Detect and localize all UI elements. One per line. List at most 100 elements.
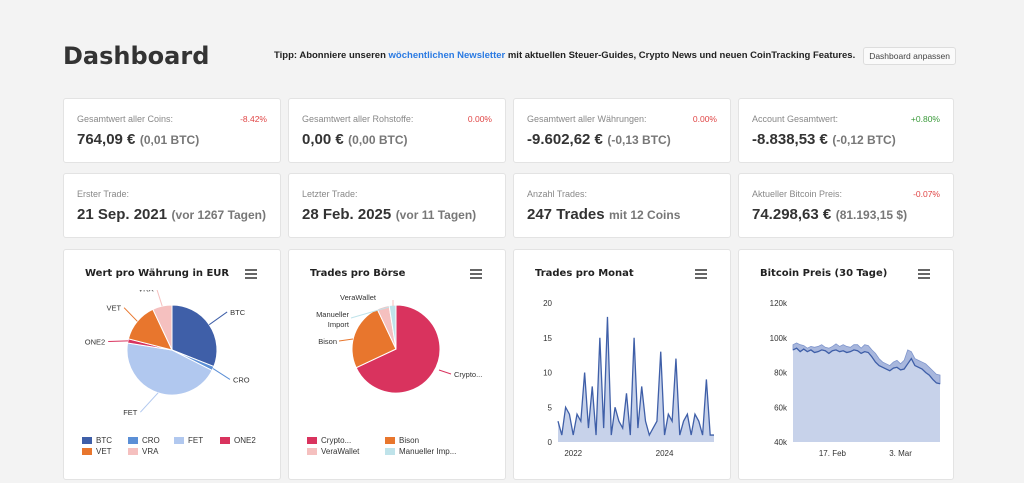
legend-item[interactable]: Crypto...: [307, 436, 385, 445]
chart-legend: Crypto... Bison VeraWallet Manueller Imp...: [307, 436, 463, 456]
y-tick-label: 15: [543, 334, 552, 343]
tip-suffix: mit aktuellen Steuer-Guides, Crypto News…: [507, 50, 856, 61]
stat-delta: -8.42%: [240, 114, 267, 124]
slice-label: ONE2: [85, 337, 105, 346]
area-fill: [558, 316, 714, 442]
legend-swatch: [307, 448, 317, 455]
chart-title: Wert pro Währung in EUR: [85, 268, 230, 279]
legend-swatch: [385, 437, 395, 444]
legend-swatch: [220, 437, 230, 444]
legend-swatch: [82, 448, 92, 455]
legend-item[interactable]: ONE2: [220, 436, 266, 445]
y-tick-label: 80k: [774, 369, 788, 378]
slice-label: Bison: [318, 337, 337, 346]
x-tick-label: 3. Mar: [889, 449, 912, 458]
label-connector: [212, 368, 231, 380]
chart-card-trades-pro-monat: Trades pro Monat 0 5 10 15 20 2022 2024: [513, 249, 731, 480]
legend-item[interactable]: CRO: [128, 436, 174, 445]
stat-card: Gesamtwert aller Rohstoffe: 0.00% 0,00 € (…: [288, 98, 506, 163]
x-tick-label: 17. Feb: [819, 449, 847, 458]
hamburger-menu-icon[interactable]: [695, 269, 707, 279]
legend-swatch: [307, 437, 317, 444]
legend-swatch: [128, 437, 138, 444]
y-tick-label: 10: [543, 369, 552, 378]
y-tick-label: 0: [548, 438, 553, 447]
pie-slice-crypto-com[interactable]: [355, 304, 441, 394]
stat-sub-value: (vor 1267 Tagen): [171, 208, 267, 222]
stat-card: Letzter Trade: 28 Feb. 2025 (vor 11 Tagen…: [288, 173, 506, 238]
stat-main-value: -9.602,62 €: [527, 131, 603, 148]
stat-value: 74.298,63 € (81.193,15 $): [752, 206, 907, 224]
legend-label: ONE2: [234, 436, 256, 445]
slice-label: Manueller: [316, 310, 349, 319]
y-tick-label: 120k: [770, 299, 788, 308]
stat-main-value: -8.838,53 €: [752, 131, 828, 148]
pie-slice-fet[interactable]: [126, 342, 213, 396]
stat-main-value: 247 Trades: [527, 206, 605, 223]
stat-value: -8.838,53 € (-0,12 BTC): [752, 131, 896, 149]
y-tick-label: 60k: [774, 403, 788, 412]
stat-value: 247 Trades mit 12 Coins: [527, 206, 680, 224]
stat-value: 764,09 € (0,01 BTC): [77, 131, 199, 149]
newsletter-tip: Tipp: Abonniere unseren wöchentlichen Ne…: [274, 50, 855, 61]
label-connector: [438, 369, 452, 375]
hamburger-menu-icon[interactable]: [918, 269, 930, 279]
stat-label: Gesamtwert aller Rohstoffe:: [302, 114, 414, 124]
legend-swatch: [385, 448, 395, 455]
stat-card: Anzahl Trades: 247 Trades mit 12 Coins: [513, 173, 731, 238]
hamburger-menu-icon[interactable]: [470, 269, 482, 279]
stat-sub-value: (0,00 BTC): [348, 133, 408, 147]
stat-main-value: 0,00 €: [302, 131, 344, 148]
legend-label: Crypto...: [321, 436, 352, 445]
series-line: [792, 347, 941, 385]
legend-item[interactable]: VeraWallet: [307, 447, 385, 456]
stat-card: Account Gesamtwert: +0.80% -8.838,53 € (-0…: [738, 98, 954, 163]
chart-title: Trades pro Börse: [310, 268, 406, 279]
x-tick-label: 2022: [564, 449, 582, 458]
stat-label: Anzahl Trades:: [527, 189, 588, 199]
legend-item[interactable]: BTC: [82, 436, 128, 445]
stat-delta: -0.07%: [913, 189, 940, 199]
stat-card: Gesamtwert aller Coins: -8.42% 764,09 € (0…: [63, 98, 281, 163]
pie-chart-wert: BTC CRO FET ONE2 VET VRA: [85, 290, 250, 417]
legend-item[interactable]: VET: [82, 447, 128, 456]
y-tick-label: 20: [543, 299, 552, 308]
slice-label: FET: [123, 408, 138, 417]
legend-item[interactable]: FET: [174, 436, 220, 445]
stat-sub-value: mit 12 Coins: [609, 208, 681, 222]
stat-value: -9.602,62 € (-0,13 BTC): [527, 131, 671, 149]
chart-card-trades-pro-boerse: Trades pro Börse VeraWallet Manueller Impo…: [288, 249, 506, 480]
legend-label: CRO: [142, 436, 160, 445]
label-connector: [140, 392, 159, 413]
hamburger-menu-icon[interactable]: [245, 269, 257, 279]
stat-sub-value: (-0,13 BTC): [607, 133, 671, 147]
legend-item[interactable]: Bison: [385, 436, 463, 445]
newsletter-link[interactable]: wöchentlichen Newsletter: [388, 50, 506, 61]
tip-prefix: Tipp: Abonniere unseren: [274, 50, 386, 61]
legend-label: Bison: [399, 436, 420, 445]
legend-label: VET: [96, 447, 112, 456]
page-title: Dashboard: [63, 42, 210, 70]
y-tick-label: 40k: [774, 438, 788, 447]
label-connector: [338, 338, 354, 342]
dashboard-header: Dashboard Tipp: Abonniere unseren wöchen…: [63, 42, 958, 72]
stat-sub-value: (vor 11 Tagen): [395, 208, 477, 222]
legend-item[interactable]: Manueller Imp...: [385, 447, 463, 456]
legend-label: VeraWallet: [321, 447, 360, 456]
legend-swatch: [128, 448, 138, 455]
stat-main-value: 764,09 €: [77, 131, 136, 148]
stat-label: Letzter Trade:: [302, 189, 358, 199]
label-connector: [350, 306, 390, 319]
stat-sub-value: (81.193,15 $): [835, 208, 908, 222]
chart-title: Trades pro Monat: [535, 268, 634, 279]
customize-dashboard-button[interactable]: Dashboard anpassen: [863, 47, 956, 65]
legend-label: BTC: [96, 436, 112, 445]
stat-card: Gesamtwert aller Währungen: 0.00% -9.602,6…: [513, 98, 731, 163]
legend-item[interactable]: VRA: [128, 447, 174, 456]
legend-label: FET: [188, 436, 204, 445]
chart-card-wert-pro-waehrung: Wert pro Währung in EUR BTC CRO FET ONE2 VET…: [63, 249, 281, 480]
slice-label: VRA: [138, 290, 153, 293]
chart-legend: BTC CRO FET ONE2 VET VRA: [82, 436, 266, 456]
slice-label: VeraWallet: [340, 293, 377, 302]
